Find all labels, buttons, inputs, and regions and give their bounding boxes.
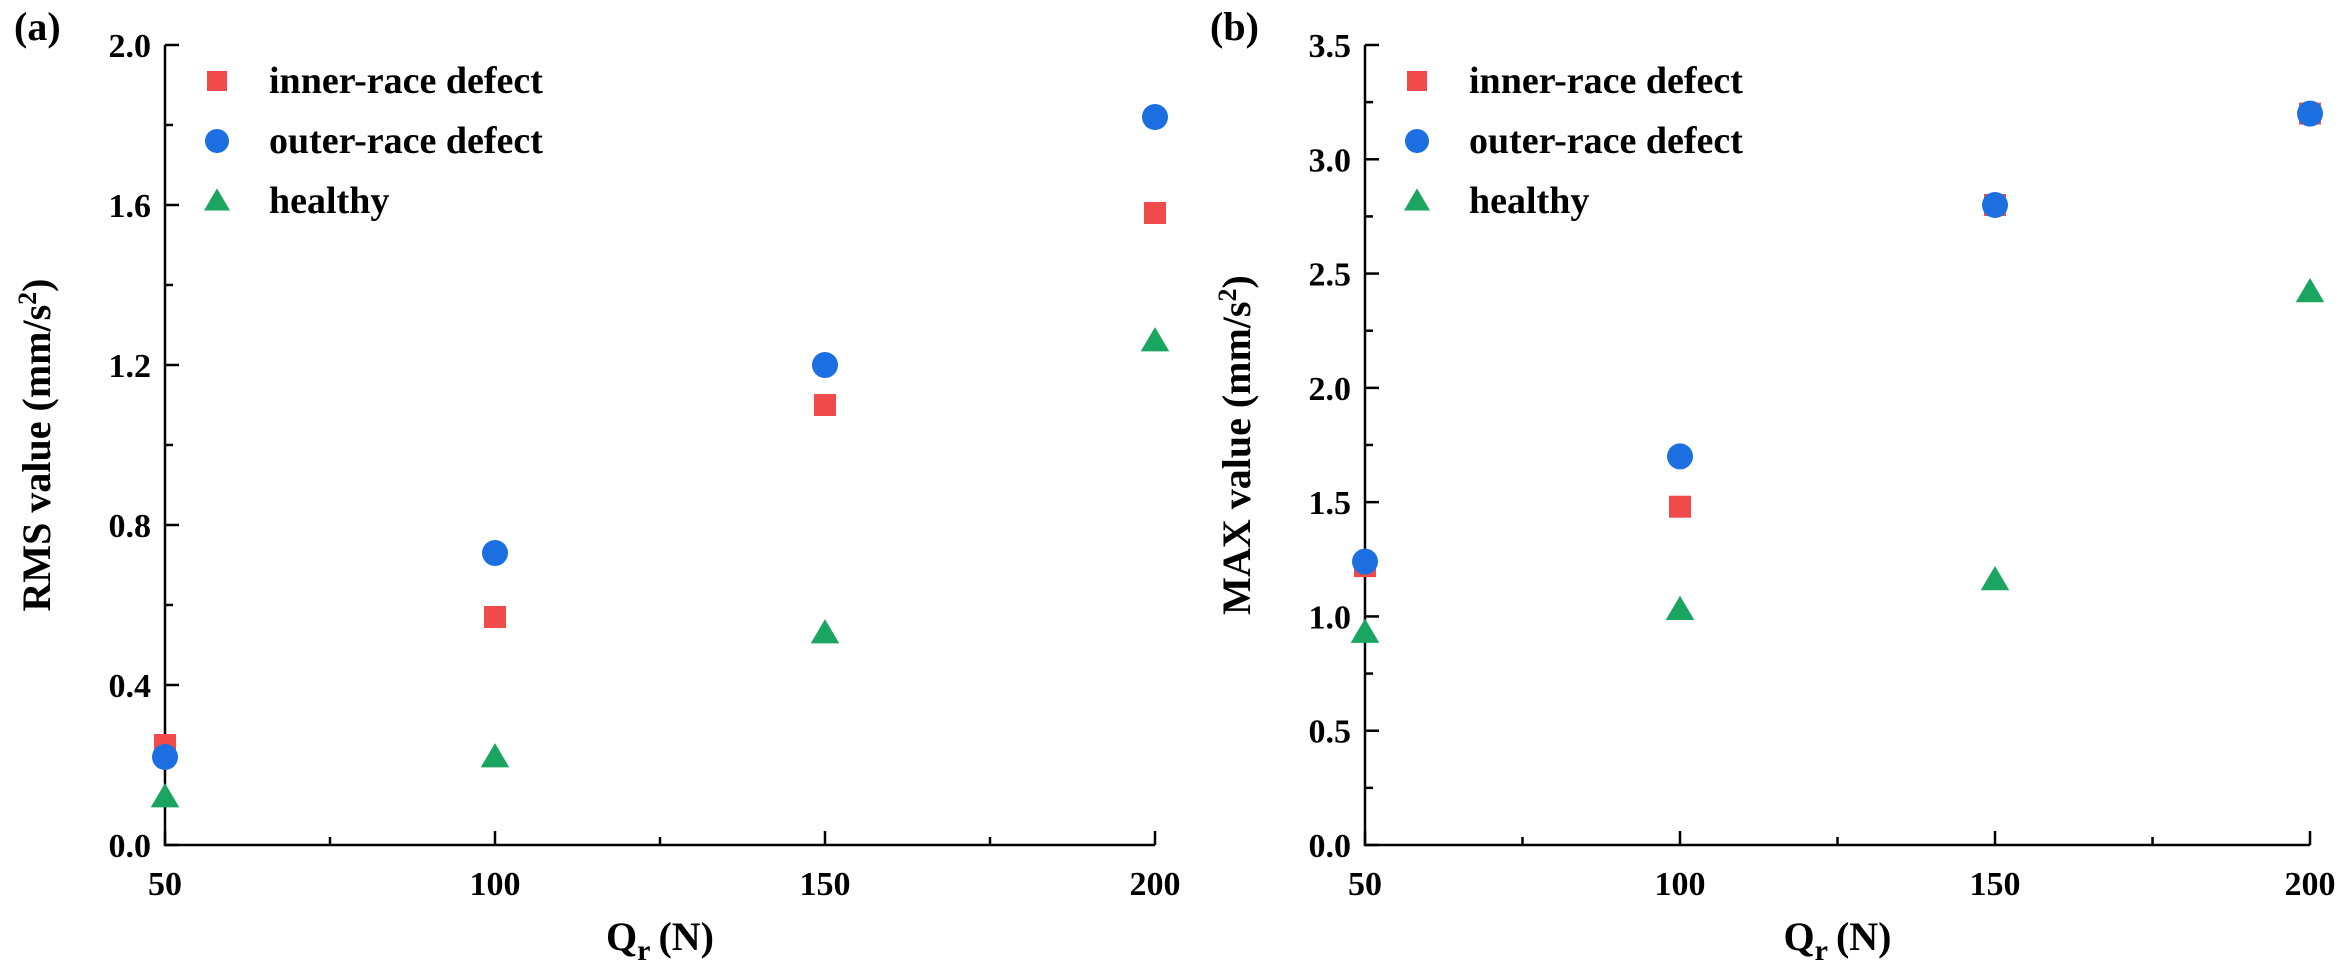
chart-rms: (a) 50 100 150 200 0.0 0.4 0.8 1.2 1.6 2.0 inner-…	[13, 4, 1181, 960]
ticks-b	[1363, 43, 2312, 847]
inner-point	[1144, 202, 1166, 224]
y-tick-label: 0.4	[109, 668, 152, 705]
tick-labels-b: 50 100 150 200 0.0 0.5 1.0 1.5 2.0 2.5 3.0 3.5	[1309, 28, 2336, 903]
outer-point	[1142, 104, 1168, 130]
outer-point	[482, 540, 508, 566]
y-axis-title-a: RMS value (mm/s2)	[13, 279, 59, 612]
outer-point	[1982, 192, 2008, 218]
outer-point	[812, 352, 838, 378]
x-tick-label: 200	[2285, 866, 2336, 903]
x-tick-label: 150	[800, 866, 851, 903]
panel-label-b: (b)	[1210, 4, 1259, 49]
y-tick-label: 2.0	[109, 28, 152, 65]
y-tick-label: 0.8	[109, 508, 152, 545]
y-tick-label: 2.0	[1309, 371, 1352, 408]
y-tick-label: 1.5	[1309, 485, 1352, 522]
legend-label-inner: inner-race defect	[1469, 60, 1743, 102]
legend-marker-inner	[1407, 71, 1427, 91]
axis-frame-a	[163, 45, 1155, 847]
outer-point	[152, 744, 178, 770]
legend-label-outer: outer-race defect	[1469, 120, 1743, 162]
data-points-a	[150, 104, 1170, 808]
y-tick-label: 0.0	[1309, 828, 1352, 865]
y-tick-label: 1.6	[109, 188, 152, 225]
legend-marker-outer	[1405, 129, 1429, 153]
legend-marker-outer	[205, 129, 229, 153]
healthy-point	[480, 743, 510, 768]
y-tick-label: 3.0	[1309, 142, 1352, 179]
legend-label-healthy: healthy	[269, 180, 389, 222]
x-axis-title-a: Qr (N)	[606, 914, 714, 960]
y-tick-label: 0.5	[1309, 714, 1352, 751]
healthy-point	[810, 619, 840, 644]
legend-marker-healthy	[1404, 188, 1430, 211]
legend-b: inner-race defect outer-race defect health…	[1404, 60, 1743, 222]
healthy-point	[150, 783, 180, 808]
x-tick-label: 100	[470, 866, 521, 903]
inner-point	[814, 394, 836, 416]
x-axis-title-b: Qr (N)	[1784, 914, 1892, 960]
healthy-point	[1980, 565, 2010, 591]
y-tick-label: 1.2	[109, 348, 152, 385]
y-axis-title-b: MAX value (mm/s2)	[1213, 275, 1259, 615]
y-tick-label: 2.5	[1309, 257, 1352, 294]
axis-frame-b	[1363, 45, 2310, 847]
y-tick-label: 3.5	[1309, 28, 1352, 65]
tick-labels-a: 50 100 150 200 0.0 0.4 0.8 1.2 1.6 2.0	[109, 28, 1181, 903]
ticks-a	[163, 43, 1157, 847]
healthy-point	[1665, 595, 1695, 620]
x-tick-label: 200	[1130, 866, 1181, 903]
healthy-point	[1140, 327, 1170, 352]
outer-point	[2297, 100, 2323, 127]
legend-label-outer: outer-race defect	[269, 120, 543, 162]
legend-a: inner-race defect outer-race defect health…	[204, 60, 543, 222]
outer-point	[1352, 548, 1378, 575]
inner-point	[484, 606, 506, 628]
x-tick-label: 50	[148, 866, 182, 903]
x-tick-label: 50	[1348, 866, 1382, 903]
legend-marker-healthy	[204, 188, 230, 211]
legend-label-healthy: healthy	[1469, 180, 1589, 222]
legend-label-inner: inner-race defect	[269, 60, 543, 102]
healthy-point	[2295, 277, 2325, 303]
x-tick-label: 150	[1970, 866, 2021, 903]
healthy-point	[1350, 618, 1380, 643]
panel-label-a: (a)	[14, 4, 61, 49]
x-tick-label: 100	[1655, 866, 1706, 903]
outer-point	[1667, 443, 1693, 470]
data-points-b	[1350, 100, 2325, 643]
y-tick-label: 1.0	[1309, 599, 1352, 636]
chart-max: (b) 50 100 150 2000.00.51.01.52.02.53.03.5 …	[1210, 4, 2336, 960]
legend-marker-inner	[207, 71, 227, 91]
inner-point	[1669, 495, 1691, 518]
y-tick-label: 0.0	[109, 828, 152, 865]
